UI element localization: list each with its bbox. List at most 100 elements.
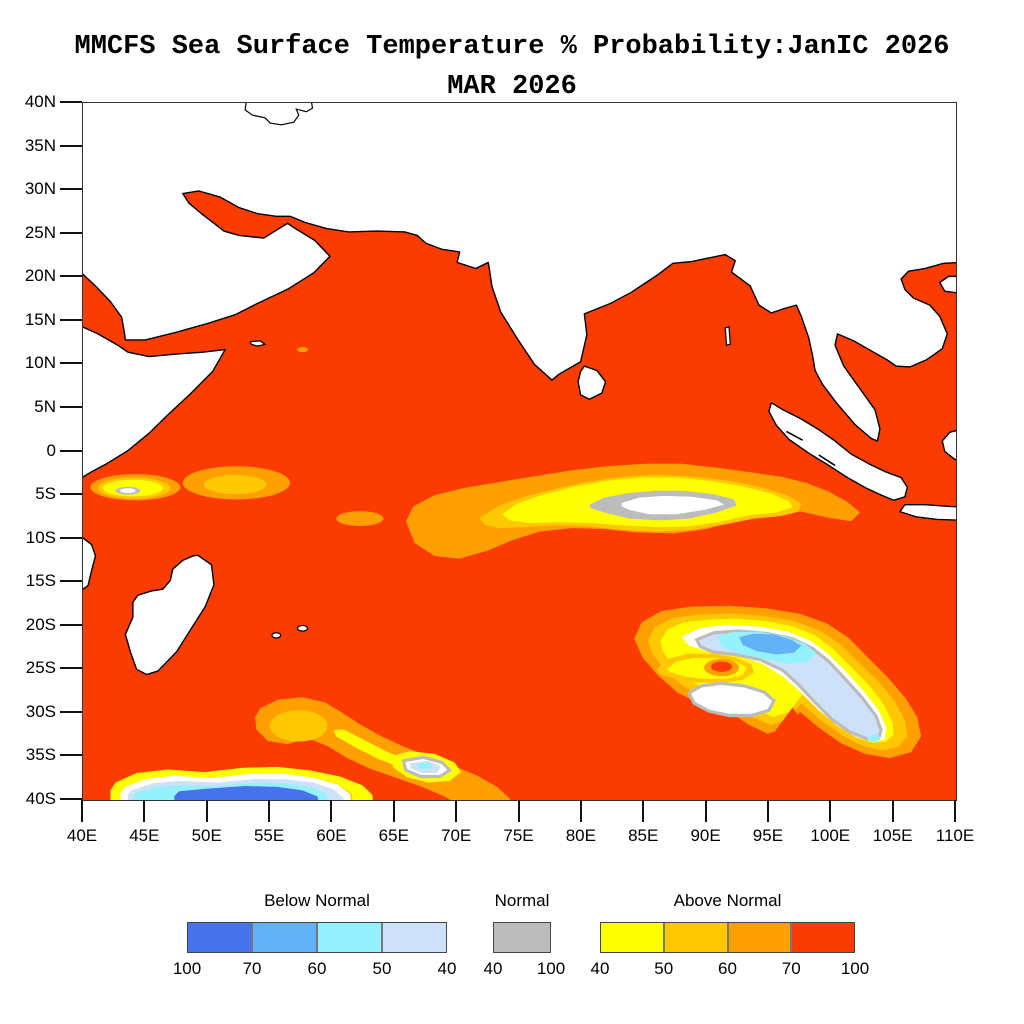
y-axis-tick-label: 30S bbox=[25, 701, 56, 721]
x-axis-tick-label: 65E bbox=[378, 826, 409, 845]
y-axis-tick-label: 40N bbox=[24, 92, 56, 111]
contour-above-70-spot bbox=[710, 661, 733, 672]
legend-tick-label: 60 bbox=[307, 959, 327, 978]
legend-tick-label: 100 bbox=[840, 959, 870, 978]
figure-title: MMCFS Sea Surface Temperature % Probabil… bbox=[74, 32, 950, 62]
y-axis-tick bbox=[60, 449, 82, 452]
patch-southeast-complex bbox=[634, 605, 922, 760]
map-canvas bbox=[83, 103, 956, 800]
contour-below-50-spot bbox=[867, 734, 880, 743]
x-axis-tick-label: 70E bbox=[441, 826, 472, 845]
y-axis-tick-label: 10N bbox=[24, 353, 56, 373]
y-axis-tick bbox=[60, 623, 82, 626]
x-axis-tick bbox=[642, 800, 645, 822]
landmasses bbox=[83, 103, 956, 675]
contour-below-60 bbox=[738, 633, 802, 655]
legend-tick-label: 70 bbox=[781, 959, 801, 978]
y-axis-tick-label: 25N bbox=[24, 222, 56, 242]
contour-none bbox=[621, 495, 725, 515]
landmass-eurasia-arabia bbox=[83, 103, 956, 441]
y-axis-tick-label: 20N bbox=[24, 266, 56, 286]
x-axis-tick-label: 50E bbox=[191, 826, 222, 845]
landmass-africa-horn bbox=[83, 326, 225, 478]
legend-bar-border bbox=[493, 922, 551, 953]
island-socotra bbox=[250, 341, 265, 346]
y-axis-tick bbox=[60, 580, 82, 583]
y-axis-tick-label: 15S bbox=[25, 571, 56, 591]
map-plot-area bbox=[82, 102, 957, 801]
figure-subtitle: MAR 2026 bbox=[447, 72, 577, 102]
island-sri-lanka bbox=[578, 366, 605, 399]
y-axis-tick bbox=[60, 231, 82, 234]
x-axis-tick-label: 60E bbox=[316, 826, 347, 845]
y-axis-tick bbox=[60, 275, 82, 278]
island-madagascar bbox=[125, 555, 214, 674]
x-axis-tick-label: 95E bbox=[752, 826, 784, 845]
x-axis-tick bbox=[891, 800, 894, 822]
legend-tick-label: 50 bbox=[654, 959, 674, 978]
legend-bar-border bbox=[600, 922, 855, 953]
patch-south-blue bbox=[110, 766, 373, 800]
y-axis-tick-label: 10S bbox=[25, 527, 56, 547]
x-axis-tick bbox=[829, 800, 832, 822]
x-axis-tick bbox=[330, 800, 333, 822]
x-axis-tick-label: 100E bbox=[810, 826, 851, 845]
legend-tick-label: 100 bbox=[172, 959, 202, 978]
x-axis-tick bbox=[268, 800, 271, 822]
x-axis-tick bbox=[766, 800, 769, 822]
x-axis-tick-label: 40E bbox=[66, 826, 98, 845]
y-axis-tick bbox=[60, 536, 82, 539]
patch-equatorial-west bbox=[90, 474, 181, 501]
y-axis-tick-label: 40S bbox=[25, 789, 56, 808]
y-axis-tick-label: 20S bbox=[25, 614, 56, 634]
legend-tick-label: 60 bbox=[718, 959, 737, 978]
x-axis-tick-label: 55E bbox=[253, 826, 285, 845]
island-java bbox=[900, 505, 956, 521]
contour-below-50-spot bbox=[417, 762, 432, 770]
y-axis-tick-label: 25S bbox=[25, 658, 56, 678]
x-axis-tick bbox=[704, 800, 707, 822]
legend-tick-label: 70 bbox=[242, 959, 262, 978]
x-axis-tick bbox=[455, 800, 458, 822]
island-hainan bbox=[940, 276, 956, 293]
x-axis-tick bbox=[579, 800, 582, 822]
legend-tick-label: 50 bbox=[372, 959, 392, 978]
x-axis-tick-label: 45E bbox=[129, 826, 160, 845]
x-axis-tick bbox=[517, 800, 520, 822]
x-axis-tick bbox=[205, 800, 208, 822]
contour-none-blob bbox=[689, 683, 774, 715]
x-axis-tick bbox=[954, 800, 956, 822]
y-axis-tick-label: 15N bbox=[24, 309, 56, 329]
x-axis-tick-label: 105E bbox=[872, 826, 913, 845]
island-mauritius bbox=[298, 626, 308, 632]
red-notch bbox=[761, 707, 817, 760]
x-axis-tick bbox=[81, 800, 83, 822]
y-axis-tick-label: 5S bbox=[35, 484, 56, 504]
contour-above-50-gold-blob bbox=[270, 710, 328, 742]
y-axis-tick bbox=[60, 101, 82, 103]
island-sumatra bbox=[769, 403, 907, 501]
legend-group-title: Above Normal bbox=[673, 891, 782, 910]
y-axis-tick bbox=[60, 798, 82, 800]
landmass-mozambique bbox=[83, 536, 95, 591]
legend-bar-border bbox=[187, 922, 447, 953]
y-axis-tick-label: 35N bbox=[24, 135, 56, 155]
y-axis-tick bbox=[60, 318, 82, 321]
contour-below-70 bbox=[174, 786, 319, 800]
x-axis-tick-label: 75E bbox=[503, 826, 534, 845]
patch-small-orange bbox=[336, 511, 384, 526]
y-axis-tick-label: 35S bbox=[25, 745, 56, 765]
lake-outline bbox=[245, 103, 312, 125]
y-axis-tick bbox=[60, 188, 82, 191]
patch-central-band bbox=[406, 463, 860, 559]
island-reunion bbox=[272, 633, 281, 638]
y-axis-tick bbox=[60, 710, 82, 713]
island-borneo bbox=[942, 429, 956, 461]
y-axis-tick bbox=[60, 667, 82, 670]
island-andaman bbox=[725, 327, 730, 345]
y-axis-tick-label: 0 bbox=[46, 440, 56, 460]
y-axis-tick-label: 30N bbox=[24, 179, 56, 199]
x-axis-tick bbox=[392, 800, 395, 822]
patch-southwest-band bbox=[255, 697, 510, 800]
